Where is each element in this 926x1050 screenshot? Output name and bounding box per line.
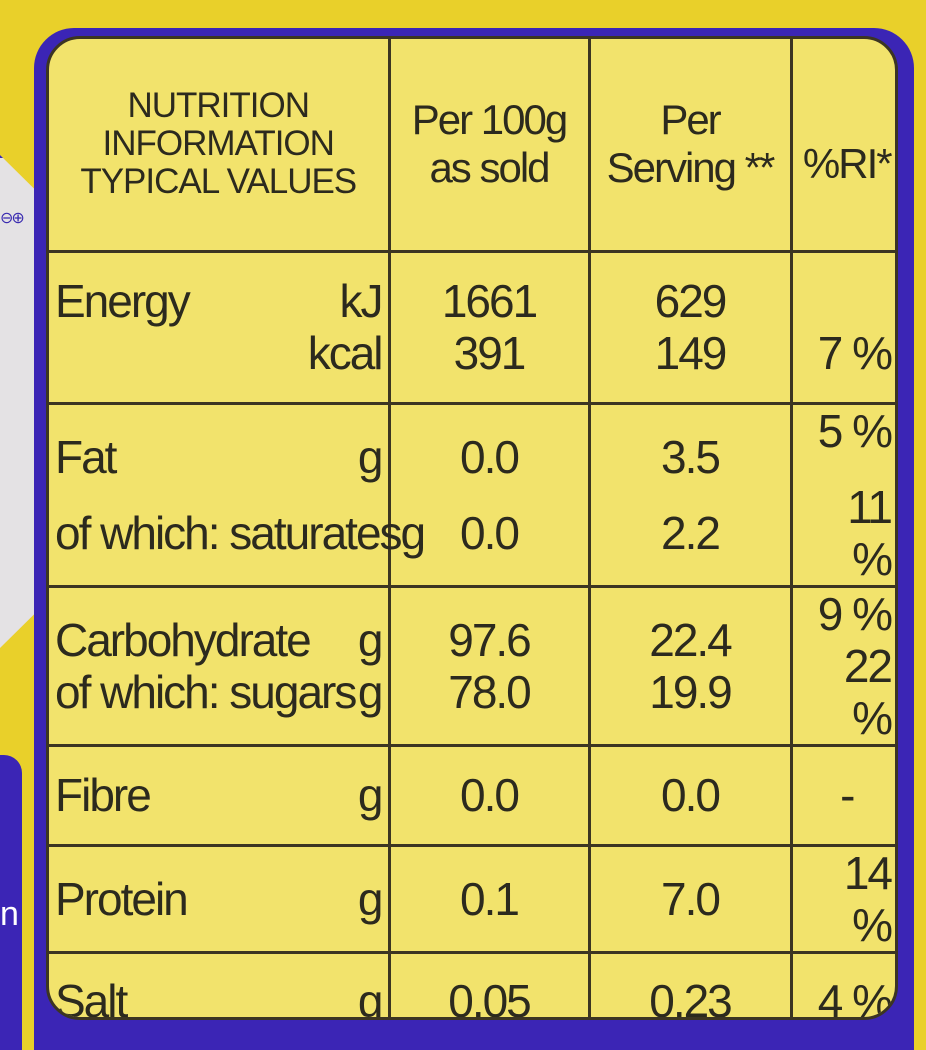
nutrient-unit: g	[357, 974, 384, 1020]
serving-cell: 629 149	[587, 249, 793, 405]
nutrient-name: Salt	[55, 974, 128, 1020]
value: 78.0	[448, 665, 532, 718]
serving-cell: 0.23	[587, 950, 793, 1017]
header-ri-text: %RI*	[802, 140, 893, 188]
table-row: Salt g 0.05 0.23 4 %	[49, 950, 895, 1020]
value: 5 %	[817, 404, 893, 457]
nutrient-cell: Carbohydrate g of which: sugars g	[49, 584, 391, 747]
table-row: Protein g 0.1 7.0 14 %	[49, 843, 895, 954]
value: 22.4	[649, 613, 733, 666]
serving-cell: 0.0	[587, 743, 793, 847]
per100-cell: 0.1	[387, 843, 591, 954]
value: 11 %	[847, 480, 893, 585]
value: 149	[654, 327, 728, 379]
header-title-line: TYPICAL VALUES	[80, 162, 357, 202]
nutrient-unit: g	[357, 769, 384, 821]
nutrition-table-panel: NUTRITION INFORMATION TYPICAL VALUES Per…	[46, 36, 898, 1020]
cut-off-text: n	[0, 895, 19, 933]
header-per100: Per 100g as sold	[387, 39, 591, 253]
nutrition-table: NUTRITION INFORMATION TYPICAL VALUES Per…	[49, 39, 895, 1020]
header-title: NUTRITION INFORMATION TYPICAL VALUES	[49, 39, 391, 253]
header-per100-line: Per 100g	[411, 96, 568, 144]
header-per100-line: as sold	[429, 144, 550, 192]
table-row: Fibre g 0.0 0.0 -	[49, 743, 895, 847]
nutrient-cell: Protein g	[49, 843, 391, 954]
bottom-blue-band	[46, 1022, 898, 1050]
nutrient-unit: kcal	[307, 327, 384, 379]
serving-cell: 3.5 2.2	[587, 401, 793, 588]
nutrient-name: Fat	[55, 430, 117, 483]
nutrient-cell: Fibre g	[49, 743, 391, 847]
left-packaging-strip	[0, 155, 40, 648]
table-row: Energy kJ kcal 1661 391 629 149 7 %	[49, 249, 895, 405]
header-title-line: INFORMATION	[102, 124, 335, 164]
nutrient-cell: Salt g	[49, 950, 391, 1020]
per100-cell: 1661 391	[387, 249, 591, 405]
value: 629	[654, 275, 728, 327]
per100-cell: 97.6 78.0	[387, 584, 591, 747]
nutrient-unit: g	[357, 665, 384, 718]
header-title-line: NUTRITION	[127, 86, 310, 126]
per100-cell: 0.0	[387, 743, 591, 847]
value: 391	[453, 327, 527, 379]
nutrient-name: of which: saturates	[55, 506, 403, 559]
value: 0.0	[460, 430, 520, 483]
allergen-icons: ⊖⊕	[0, 210, 25, 227]
nutrient-name: Fibre	[55, 769, 152, 821]
nutrient-name: Protein	[55, 872, 189, 925]
value: 97.6	[448, 613, 532, 666]
ri-cell: 7 %	[789, 249, 895, 405]
per100-cell: 0.05	[387, 950, 591, 1017]
value: 7 %	[817, 327, 893, 379]
header-serving-line: Per	[660, 96, 721, 144]
value: 22 %	[843, 639, 893, 744]
header-serving: Per Serving **	[587, 39, 793, 253]
value: 9 %	[817, 587, 893, 640]
value: 19.9	[649, 665, 733, 718]
value: 3.5	[661, 430, 721, 483]
nutrient-name: of which: sugars	[55, 665, 357, 718]
nutrient-unit: g	[357, 872, 384, 925]
value: 2.2	[661, 506, 721, 559]
nutrient-unit: kJ	[339, 275, 384, 327]
nutrient-unit: g	[357, 430, 384, 483]
nutrient-cell: Energy kJ kcal	[49, 249, 391, 405]
header-serving-line: Serving **	[606, 144, 776, 192]
per100-cell: 0.0 0.0	[387, 401, 591, 588]
value: 1661	[441, 275, 538, 327]
serving-cell: 7.0	[587, 843, 793, 954]
nutrient-unit: g	[400, 506, 427, 559]
serving-cell: 22.4 19.9	[587, 584, 793, 747]
ri-cell: 9 % 22 %	[789, 584, 895, 747]
header-row: NUTRITION INFORMATION TYPICAL VALUES Per…	[49, 39, 895, 253]
ri-cell: 5 % 11 %	[789, 401, 895, 588]
table-row: Fat g of which: saturates g 0.0 0.0 3.5 2.2 …	[49, 401, 895, 588]
value	[799, 275, 892, 327]
left-blue-strip	[0, 755, 22, 1050]
nutrient-name: Carbohydrate	[55, 613, 312, 666]
ri-cell: -	[789, 743, 895, 847]
table-row: Carbohydrate g of which: sugars g 97.6 78.0…	[49, 584, 895, 747]
nutrient-cell: Fat g of which: saturates g	[49, 401, 426, 588]
ri-cell: 4 %	[789, 950, 895, 1017]
nutrient-name: Energy	[55, 275, 191, 327]
nutrient-unit: g	[357, 613, 384, 666]
value: 0.0	[460, 506, 520, 559]
header-ri: %RI*	[789, 39, 895, 253]
ri-cell: 14 %	[789, 843, 895, 954]
